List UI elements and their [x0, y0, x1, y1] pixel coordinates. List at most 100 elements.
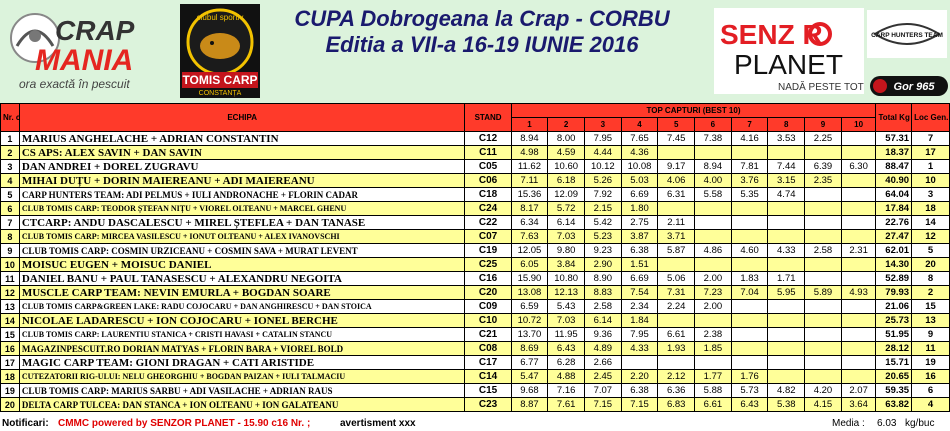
row-team: CARP HUNTERS TEAM: ADI PELMUS + IULI AND… — [18, 187, 466, 202]
row-capture: 3.15 — [767, 173, 806, 188]
row-nr: 1 — [0, 131, 20, 146]
row-capture: 9.17 — [657, 159, 696, 174]
row-loc: 4 — [911, 397, 950, 412]
row-capture: 7.04 — [730, 285, 769, 300]
row-capture — [620, 355, 659, 370]
row-capture: 3.71 — [657, 229, 696, 244]
row-capture: 5.43 — [547, 299, 585, 314]
row-capture — [694, 201, 732, 216]
row-capture: 8.90 — [583, 271, 622, 286]
row-capture: 1.76 — [730, 369, 769, 384]
row-loc: 11 — [911, 341, 950, 356]
row-capture: 7.44 — [767, 159, 806, 174]
gor-965-logo: Gor 965 — [870, 76, 948, 96]
row-capture — [694, 313, 732, 328]
row-capture — [767, 215, 806, 230]
row-capture: 7.15 — [620, 397, 659, 412]
row-loc: 15 — [911, 299, 950, 314]
table-row: 15 CLUB TOMIS CARP: LAURENTIU STANICA + C… — [0, 327, 950, 342]
row-capture: 5.88 — [694, 383, 732, 398]
row-capture — [767, 369, 806, 384]
row-capture: 8.69 — [510, 341, 549, 356]
row-capture — [804, 341, 842, 356]
row-capture: 7.45 — [657, 131, 696, 146]
row-capture: 4.00 — [694, 173, 732, 188]
row-capture: 12.09 — [547, 187, 585, 202]
row-capture: 4.16 — [730, 131, 769, 146]
row-capture — [804, 257, 842, 272]
row-loc: 18 — [911, 201, 950, 216]
row-capture: 2.25 — [804, 131, 842, 146]
row-capture — [730, 229, 769, 244]
row-nr: 4 — [0, 173, 20, 188]
row-capture: 2.20 — [620, 369, 659, 384]
row-capture: 4.74 — [767, 187, 806, 202]
row-nr: 11 — [0, 271, 20, 286]
row-total: 17.84 — [875, 201, 913, 216]
row-capture — [730, 257, 769, 272]
svg-text:TOMIS CARP: TOMIS CARP — [182, 73, 257, 87]
row-capture: 2.31 — [840, 243, 877, 258]
row-nr: 9 — [0, 243, 20, 258]
row-capture — [730, 341, 769, 356]
row-capture: 2.75 — [620, 215, 659, 230]
row-stand: C18 — [464, 187, 512, 202]
row-capture: 11.62 — [510, 159, 549, 174]
table-row: 16 MAGAZINPESCUIT.RO DORIAN MATYAS + FLOR… — [0, 341, 950, 356]
table-row: 11 DANIEL BANU + PAUL TANASESCU + ALEXAND… — [0, 271, 950, 286]
row-capture: 6.14 — [547, 215, 585, 230]
row-loc: 20 — [911, 257, 950, 272]
row-capture: 6.61 — [694, 397, 732, 412]
row-total: 59.35 — [875, 383, 913, 398]
row-capture: 7.03 — [547, 313, 585, 328]
row-capture: 7.95 — [583, 131, 622, 146]
row-capture — [804, 299, 842, 314]
row-stand: C16 — [464, 271, 512, 286]
row-team: MAGIC CARP TEAM: GIONI DRAGAN + CATI ARI… — [18, 355, 466, 370]
row-capture: 10.12 — [583, 159, 622, 174]
row-capture: 9.23 — [583, 243, 622, 258]
table-row: 5 CARP HUNTERS TEAM: ADI PELMUS + IULI AN… — [0, 187, 950, 202]
row-capture: 2.00 — [694, 271, 732, 286]
row-capture — [767, 201, 806, 216]
col-total-header: Total Kg — [875, 103, 913, 132]
row-total: 64.04 — [875, 187, 913, 202]
row-capture — [804, 201, 842, 216]
row-loc: 13 — [911, 313, 950, 328]
row-nr: 17 — [0, 355, 20, 370]
svg-text:CARP HUNTERS TEAM: CARP HUNTERS TEAM — [871, 32, 943, 39]
footer-avertisment: avertisment xxx — [340, 418, 416, 429]
col-capture-header: 10 — [840, 117, 877, 132]
crap-mania-logo: CRAP MANIA ora exactă în pescuit — [5, 6, 170, 96]
row-capture: 6.61 — [657, 327, 696, 342]
row-capture: 2.66 — [583, 355, 622, 370]
row-team: DAN ANDREI + DOREL ZUGRAVU — [18, 159, 466, 174]
row-capture — [804, 215, 842, 230]
table-row: 18 CUTEZATORII RIG-ULUI: NELU GHEORGHIU +… — [0, 369, 950, 384]
row-capture: 7.61 — [547, 397, 585, 412]
title-line-2: Editia a VII-a 16-19 IUNIE 2016 — [325, 32, 639, 57]
col-capture-header: 2 — [547, 117, 585, 132]
row-loc: 9 — [911, 327, 950, 342]
table-header-row-2: 1 2 3 4 5 6 7 8 9 10 — [1, 117, 950, 132]
row-capture: 2.58 — [583, 299, 622, 314]
col-echipa-header: ECHIPA — [18, 103, 466, 132]
media-value: 6.03 — [877, 418, 897, 429]
row-capture: 11.95 — [547, 327, 585, 342]
row-capture: 10.72 — [510, 313, 549, 328]
row-capture — [694, 257, 732, 272]
row-capture: 1.71 — [767, 271, 806, 286]
row-capture: 1.80 — [620, 201, 659, 216]
row-capture — [840, 201, 877, 216]
row-stand: C07 — [464, 229, 512, 244]
row-capture — [767, 145, 806, 160]
col-loc-header: Loc Gen. — [911, 103, 950, 132]
svg-text:PLANET: PLANET — [734, 49, 843, 80]
row-nr: 2 — [0, 145, 20, 160]
row-team: CS APS: ALEX SAVIN + DAN SAVIN — [18, 145, 466, 160]
row-capture: 2.00 — [694, 299, 732, 314]
row-capture — [767, 327, 806, 342]
row-capture: 7.54 — [620, 285, 659, 300]
row-loc: 6 — [911, 383, 950, 398]
row-capture — [767, 355, 806, 370]
